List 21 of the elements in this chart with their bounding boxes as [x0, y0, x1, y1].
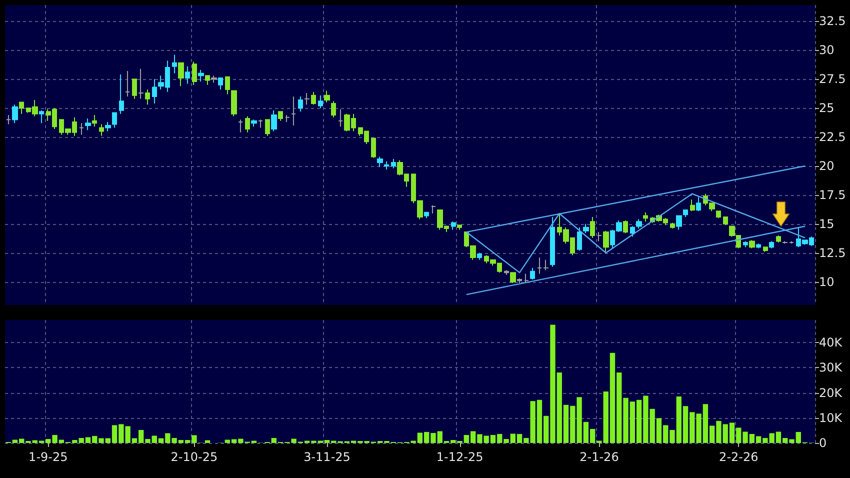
- y-tick-label: 20K: [819, 386, 844, 400]
- y-tick-label: 0: [819, 436, 827, 450]
- y-tick-label: 27.5: [819, 72, 846, 86]
- x-tick-label: 2-2-26: [719, 450, 758, 464]
- y-tick-label: 10: [819, 274, 834, 289]
- y-tick-label: 32.5: [819, 14, 846, 28]
- y-tick-label: 20: [819, 159, 834, 174]
- x-tick-label: 3-11-25: [304, 450, 350, 464]
- y-tick-label: 12.5: [819, 246, 846, 260]
- y-tick-label: 25: [819, 101, 834, 116]
- x-tick-label: 1-12-25: [436, 450, 484, 464]
- y-tick-label: 17.5: [819, 188, 846, 202]
- y-tick-label: 30K: [819, 360, 844, 375]
- y-tick-label: 40K: [819, 336, 844, 350]
- y-tick-label: 30: [819, 43, 834, 58]
- y-tick-label: 10K: [819, 410, 844, 425]
- y-tick-label: 22.5: [819, 130, 846, 144]
- y-tick-label: 15: [819, 216, 834, 231]
- x-tick-label: 2-1-26: [580, 450, 619, 464]
- x-tick-label: 1-9-25: [28, 450, 68, 464]
- x-tick-label: 2-10-25: [170, 450, 218, 464]
